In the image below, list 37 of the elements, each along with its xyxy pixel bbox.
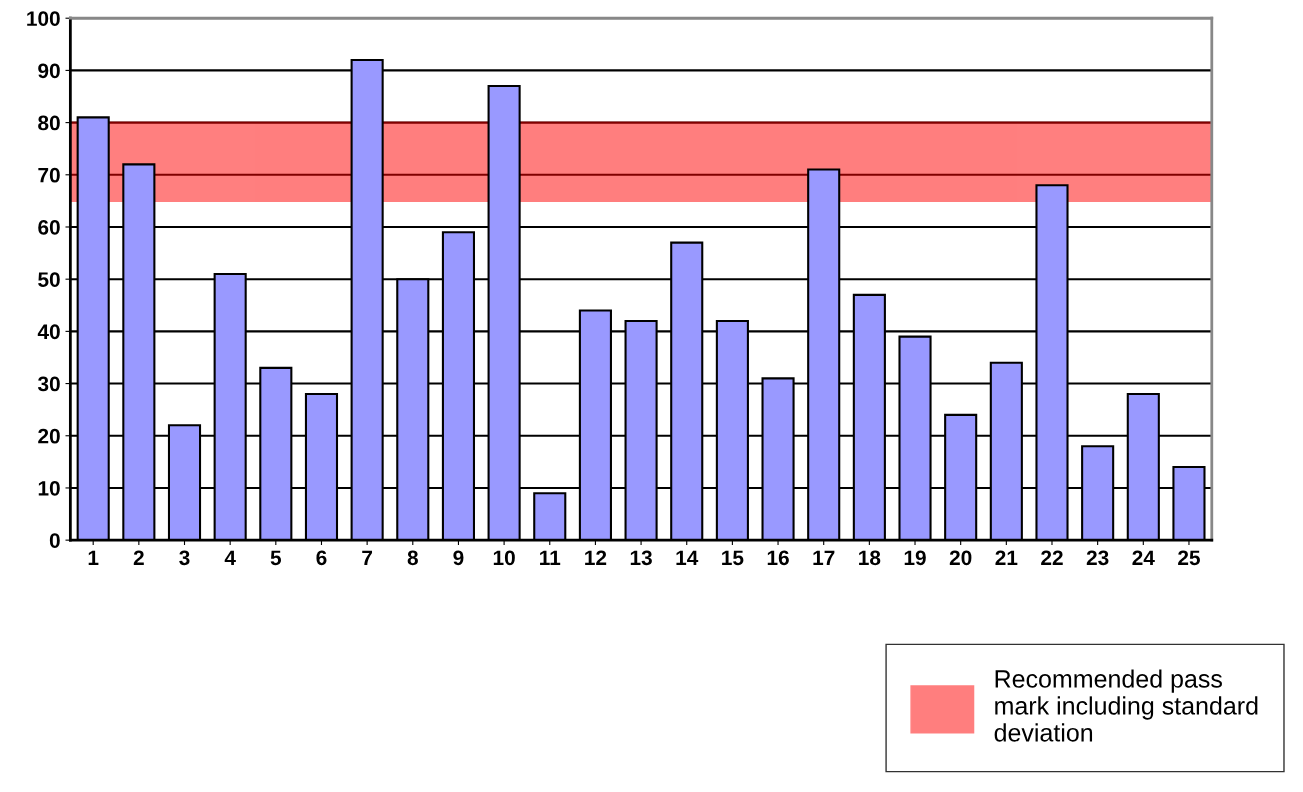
x-tick-label: 8 [407,550,418,566]
x-tick-label: 11 [540,550,561,565]
x-tick-label: 7 [362,550,373,565]
x-tick-label: 10 [493,550,515,566]
x-tick-label: 16 [767,550,789,566]
x-tick-label: 1 [88,550,99,565]
x-tick-label: 22 [1041,550,1063,565]
x-tick-label: 18 [859,550,881,566]
x-tick-label: 17 [813,550,835,565]
x-tick-label: 13 [630,550,652,566]
x-tick-label: 3 [179,550,190,566]
x-tick-label: 9 [453,550,464,566]
legend-label: Recommended pass mark including standard deviation [994,669,1258,742]
y-tick-label: 30 [37,376,60,392]
x-tick-label: 19 [904,550,926,566]
x-tick-label: 21 [995,550,1018,565]
x-tick-label: 6 [316,550,327,566]
x-tick-label: 15 [722,550,744,566]
x-tick-label: 4 [224,550,236,565]
y-tick-label: 80 [38,115,60,131]
y-tick-label: 40 [37,324,60,340]
x-tick-label: 2 [133,550,144,565]
y-tick-label: 60 [38,219,60,235]
x-tick-label: 12 [585,550,607,565]
y-tick-label: 0 [49,533,60,548]
x-tick-label: 14 [676,550,699,565]
y-tick-label: 70 [38,167,60,183]
x-tick-label: 25 [1178,550,1200,566]
y-tick-label: 50 [38,272,60,287]
x-tick-label: 24 [1132,550,1155,565]
y-tick-label: 10 [38,480,60,496]
y-tick-label: 90 [38,63,60,79]
y-tick-label: 100 [27,11,60,26]
x-tick-label: 23 [1086,550,1109,566]
y-tick-label: 20 [38,428,60,444]
x-tick-label: 20 [949,550,972,566]
x-tick-label: 5 [270,550,282,566]
